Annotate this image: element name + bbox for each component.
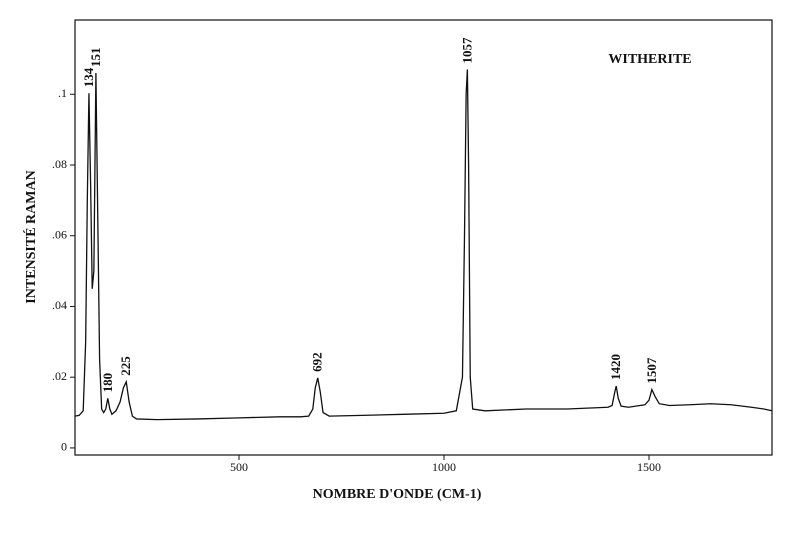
y-tick-label: .06 — [52, 227, 67, 241]
peak-label: 180 — [100, 373, 115, 393]
spectrum-line — [74, 69, 773, 421]
y-tick-label: 0 — [61, 440, 67, 454]
peak-label: 225 — [118, 356, 133, 376]
y-tick-label: .08 — [52, 157, 67, 171]
x-tick-label: 500 — [230, 460, 248, 474]
peak-label: 1420 — [608, 354, 623, 380]
peak-label: 134 — [81, 67, 96, 87]
x-axis-title: NOMBRE D'ONDE (CM-1) — [313, 487, 482, 502]
x-tick-label: 1000 — [432, 460, 456, 474]
y-tick-label: .02 — [52, 369, 67, 383]
y-axis-title: INTENSITÉ RAMAN — [22, 170, 39, 303]
peak-label: 1507 — [644, 357, 659, 384]
y-tick-label: .1 — [58, 86, 67, 100]
chart-label: WITHERITE — [608, 52, 691, 67]
peak-label: 1057 — [459, 37, 474, 64]
x-tick-label: 1500 — [637, 460, 661, 474]
peak-label: 692 — [310, 352, 325, 372]
y-tick-label: .04 — [52, 298, 67, 312]
plot-frame — [74, 19, 773, 456]
peak-label: 151 — [88, 48, 103, 68]
